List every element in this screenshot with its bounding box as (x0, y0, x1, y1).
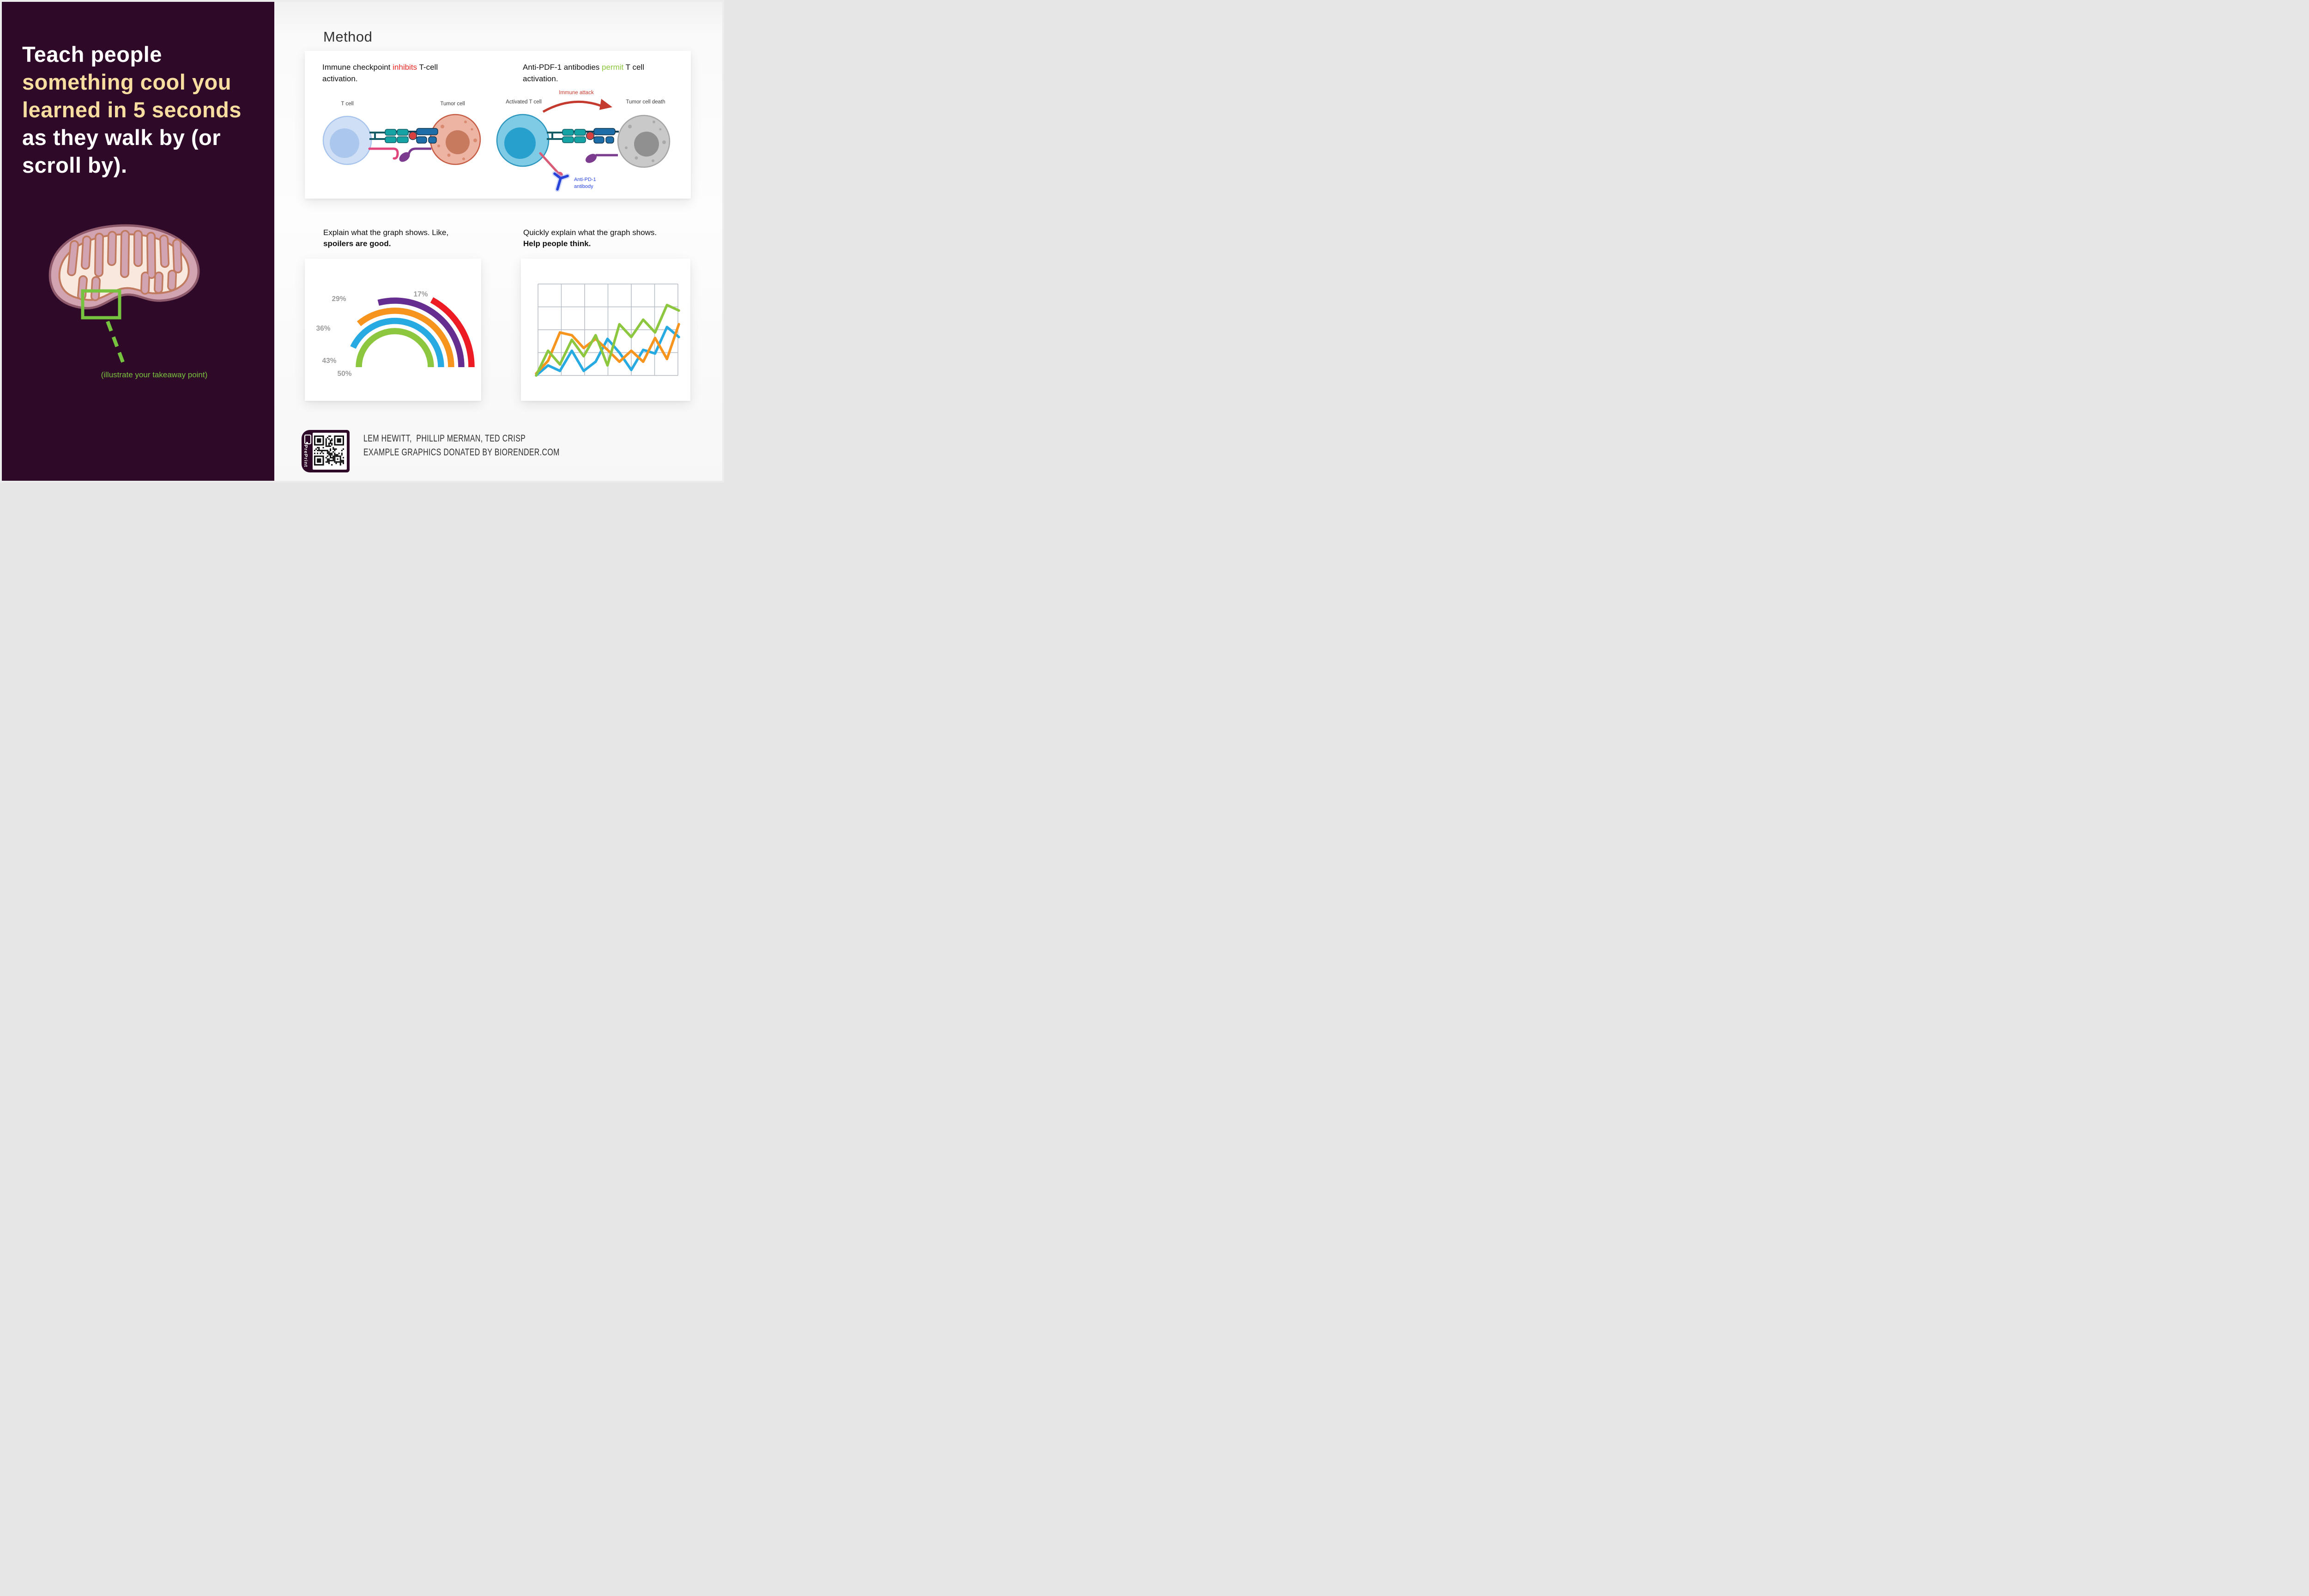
qr-code-badge: PrePrint (302, 430, 350, 472)
takeaway-callout-dashed-line (106, 320, 126, 367)
highlight-permit: permit (602, 63, 624, 72)
graph-caption-right: Quickly explain what the graph shows. He… (523, 227, 699, 249)
title-line-5: scroll by). (22, 153, 127, 177)
caption-text: Quickly explain what the graph shows. (523, 228, 657, 237)
takeaway-note: (illustrate your takeaway point) (101, 370, 208, 379)
title-line-2: something cool you (22, 70, 231, 94)
mitochondria-illustration (48, 224, 200, 367)
t-cell-label: T cell (341, 101, 353, 107)
title-line-3: learned in 5 seconds (22, 97, 242, 122)
immune-attack-arrow (542, 99, 612, 113)
svg-text:50%: 50% (337, 370, 351, 378)
antibody-icon (552, 171, 570, 192)
cristae (67, 230, 182, 301)
method-caption-right: Anti-PDF-1 antibodies permit T cell acti… (523, 62, 671, 85)
author-names: LEM HEWITT, PHILLIP MERMAN, TED CRISP (363, 433, 526, 444)
caption-text: Immune checkpoint (322, 63, 393, 72)
line-chart-card (521, 259, 690, 401)
caption-text: T cell activation. (523, 63, 644, 83)
diagram-checkpoint-inhibition: T cell Tumor cell (322, 101, 481, 165)
mitochondrion (48, 224, 200, 367)
immune-attack-label: Immune attack (559, 90, 594, 96)
dead-tumor-cell-shape (617, 115, 671, 168)
qr-pattern (314, 435, 344, 466)
pdl1-unbound (585, 154, 618, 163)
title-line-1: Teach people (22, 42, 162, 66)
qr-code (313, 433, 347, 470)
highlight-inhibits: inhibits (393, 63, 417, 72)
title-panel: Teach people something cool you learned … (2, 2, 274, 481)
svg-text:36%: 36% (316, 325, 330, 332)
antibody-label-line1: Anti-PD-1 (574, 177, 596, 182)
antibody-label-line2: antibody (574, 184, 593, 189)
radial-percentage-chart: 50%43% 36% 29% 17% (316, 290, 475, 378)
caption-text: Anti-PDF-1 antibodies (523, 63, 602, 72)
poster: Teach people something cool you learned … (0, 0, 724, 483)
phone-icon (304, 435, 311, 444)
tumor-cell-death-label: Tumor cell death (626, 99, 665, 105)
method-caption-left: Immune checkpoint inhibits T-cell activa… (322, 62, 461, 85)
takeaway-callout-box (81, 289, 121, 320)
pd1-with-antibody: Anti-PD-1 antibody (539, 152, 596, 192)
caption-bold-text: Help people think. (523, 239, 591, 248)
caption-text: T-cell activation. (322, 63, 438, 83)
caption-text: Explain what the graph shows. Like, (323, 228, 449, 237)
diagram-anti-pd1: Activated T cell Immune attack Tumor cel… (496, 90, 671, 192)
tumor-cell-label: Tumor cell (440, 101, 465, 107)
arc-chart-card: 50% 43% 36% 29% 17% (305, 259, 481, 401)
pd1-pdl1-bound (368, 147, 431, 162)
activated-t-cell-shape (496, 114, 550, 167)
svg-text:43%: 43% (322, 357, 336, 365)
t-cell-shape (322, 115, 372, 165)
graphics-credit: EXAMPLE GRAPHICS DONATED BY BIORENDER.CO… (363, 447, 560, 458)
svg-text:29%: 29% (332, 295, 346, 303)
tumor-cell-shape (429, 114, 481, 165)
title-line-4: as they walk by (or (22, 125, 221, 150)
svg-text:17%: 17% (413, 290, 428, 298)
footer-credits: LEM HEWITT, PHILLIP MERMAN, TED CRISP EX… (363, 431, 629, 459)
section-heading-method: Method (323, 29, 373, 45)
receptor-complex (369, 128, 438, 144)
method-card: Immune checkpoint inhibits T-cell activa… (305, 51, 691, 199)
multi-series-line-chart (535, 284, 680, 377)
main-title: Teach people something cool you learned … (22, 41, 242, 179)
caption-bold-text: spoilers are good. (323, 239, 391, 248)
preprint-label: PrePrint (303, 445, 308, 467)
receptor-complex (547, 128, 619, 144)
activated-t-cell-label: Activated T cell (506, 99, 542, 105)
graph-caption-left: Explain what the graph shows. Like, spoi… (323, 227, 499, 249)
